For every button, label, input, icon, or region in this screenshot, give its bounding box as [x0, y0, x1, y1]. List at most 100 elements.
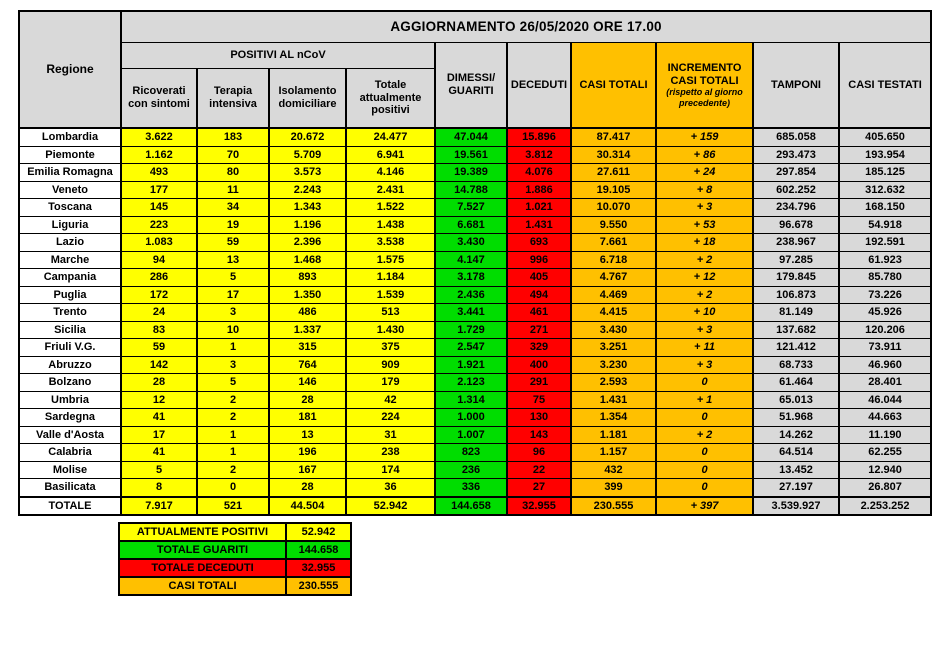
table-cell: + 159	[655, 127, 754, 147]
table-cell: 28	[268, 478, 347, 497]
table-cell: 10.070	[570, 198, 657, 217]
summary-row: TOTALE DECEDUTI 32.955	[118, 558, 352, 578]
column-header-casi-totali: CASI TOTALI	[570, 42, 657, 129]
table-row: Campania 286 5 893 1.184 3.178 405 4.767 + 12 179…	[18, 268, 933, 287]
summary-label: CASI TOTALI	[118, 576, 287, 596]
table-cell: 59	[120, 338, 198, 357]
summary-body: ATTUALMENTE POSITIVI 52.942 TOTALE GUARITI…	[118, 522, 352, 596]
table-cell: 15.896	[506, 127, 572, 147]
table-cell: 87.417	[570, 127, 657, 147]
table-cell: 286	[120, 268, 198, 287]
table-cell: 513	[345, 303, 436, 322]
table-cell: 97.285	[752, 250, 840, 269]
table-cell: 5	[196, 268, 270, 287]
table-row: Lombardia 3.622 183 20.672 24.477 47.044 15.89…	[18, 127, 933, 147]
table-cell: + 397	[655, 495, 754, 516]
table-cell: 486	[268, 303, 347, 322]
table-cell: 230.555	[570, 495, 657, 516]
table-cell: 0	[655, 408, 754, 427]
table-cell: + 3	[655, 198, 754, 217]
summary-row: ATTUALMENTE POSITIVI 52.942	[118, 522, 352, 542]
table-row: Sicilia 83 10 1.337 1.430 1.729 271 3.430 + 3 137…	[18, 320, 933, 339]
table-cell: 1.354	[570, 408, 657, 427]
table-cell: 7.917	[120, 495, 198, 516]
summary-value: 32.955	[285, 558, 352, 578]
table-cell: 1.921	[434, 355, 508, 374]
table-cell: 405.650	[837, 127, 933, 147]
table-row: Friuli V.G. 59 1 315 375 2.547 329 3.251 + 11 121…	[18, 338, 933, 357]
region-name: Sicilia	[18, 320, 122, 339]
table-cell: 909	[345, 355, 436, 374]
table-cell: 179	[345, 373, 436, 392]
table-row: Lazio 1.083 59 2.396 3.538 3.430 693 7.661 + 18 2…	[18, 233, 933, 252]
table-cell: 6.681	[434, 215, 508, 234]
table-cell: 44.663	[837, 408, 933, 427]
table-cell: 14.788	[434, 180, 508, 199]
region-name: Veneto	[18, 180, 122, 199]
table-cell: 1.007	[434, 425, 508, 444]
table-cell: 238.967	[752, 233, 840, 252]
summary-value: 144.658	[285, 540, 352, 560]
covid-regions-table: Regione AGGIORNAMENTO 26/05/2020 ORE 17.…	[18, 10, 933, 516]
table-cell: 65.013	[752, 390, 840, 409]
table-row: Molise 5 2 167 174 236 22 432 0 13.452 12.940	[18, 460, 933, 479]
summary-value: 52.942	[285, 522, 352, 542]
table-cell: 2.547	[434, 338, 508, 357]
table-cell: 73.226	[837, 285, 933, 304]
table-cell: 1.350	[268, 285, 347, 304]
table-cell: 75	[506, 390, 572, 409]
region-name: Toscana	[18, 198, 122, 217]
table-cell: 223	[120, 215, 198, 234]
table-row: Umbria 12 2 28 42 1.314 75 1.431 + 1 65.013 46.044	[18, 390, 933, 409]
table-cell: 3.251	[570, 338, 657, 357]
table-cell: 271	[506, 320, 572, 339]
region-name: Trento	[18, 303, 122, 322]
table-cell: + 3	[655, 320, 754, 339]
table-cell: 28	[120, 373, 198, 392]
table-cell: 4.767	[570, 268, 657, 287]
table-cell: 432	[570, 460, 657, 479]
table-cell: + 53	[655, 215, 754, 234]
table-cell: 1.438	[345, 215, 436, 234]
table-cell: 1.468	[268, 250, 347, 269]
table-cell: 693	[506, 233, 572, 252]
table-cell: 61.923	[837, 250, 933, 269]
table-cell: 196	[268, 443, 347, 462]
table-cell: 236	[434, 460, 508, 479]
page: Regione AGGIORNAMENTO 26/05/2020 ORE 17.…	[18, 10, 933, 596]
region-name: Piemonte	[18, 145, 122, 164]
table-row: Basilicata 8 0 28 36 336 27 399 0 27.197 26.807	[18, 478, 933, 497]
table-cell: 2.431	[345, 180, 436, 199]
table-cell: 5.709	[268, 145, 347, 164]
table-cell: 32.955	[506, 495, 572, 516]
table-cell: 106.873	[752, 285, 840, 304]
table-cell: + 8	[655, 180, 754, 199]
region-name: Umbria	[18, 390, 122, 409]
table-cell: 31	[345, 425, 436, 444]
table-cell: 996	[506, 250, 572, 269]
table-cell: 9.550	[570, 215, 657, 234]
table-cell: 3.430	[570, 320, 657, 339]
region-name: Puglia	[18, 285, 122, 304]
table-cell: 1.522	[345, 198, 436, 217]
table-cell: 1.337	[268, 320, 347, 339]
table-cell: 4.076	[506, 163, 572, 182]
table-cell: 20.672	[268, 127, 347, 147]
table-cell: 823	[434, 443, 508, 462]
column-header-deceduti: DECEDUTI	[506, 42, 572, 129]
table-cell: 4.147	[434, 250, 508, 269]
table-cell: 2.593	[570, 373, 657, 392]
region-name: Liguria	[18, 215, 122, 234]
column-header-isolamento: Isolamento domiciliare	[268, 68, 347, 129]
table-cell: 80	[196, 163, 270, 182]
table-cell: 22	[506, 460, 572, 479]
table-cell: 193.954	[837, 145, 933, 164]
region-name: Molise	[18, 460, 122, 479]
table-cell: 293.473	[752, 145, 840, 164]
summary-row: CASI TOTALI 230.555	[118, 576, 352, 596]
table-cell: 54.918	[837, 215, 933, 234]
table-cell: 34	[196, 198, 270, 217]
region-name: Friuli V.G.	[18, 338, 122, 357]
table-cell: 42	[345, 390, 436, 409]
table-cell: 3	[196, 355, 270, 374]
